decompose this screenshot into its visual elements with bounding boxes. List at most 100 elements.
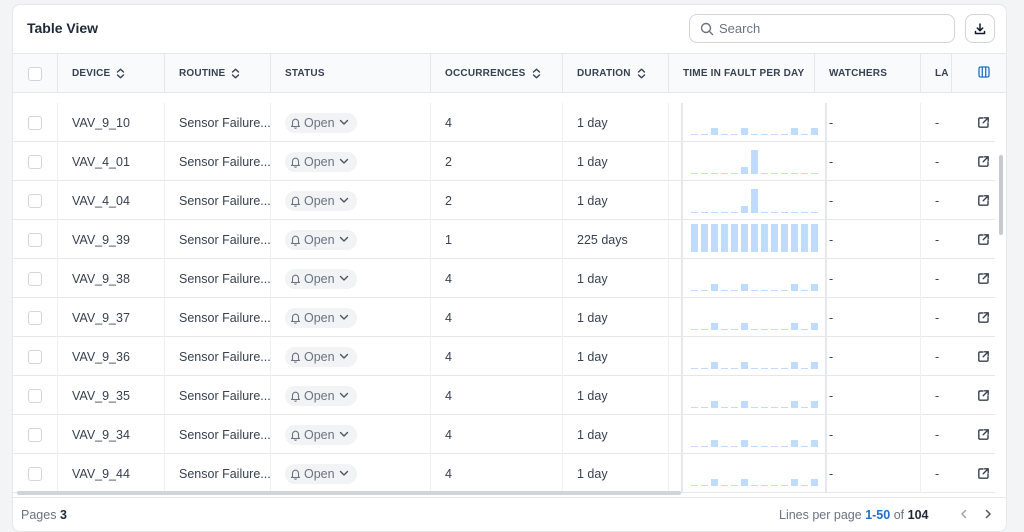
horizontal-scrollbar[interactable] [17,491,681,495]
row-checkbox[interactable] [28,154,42,169]
row-checkbox[interactable] [28,271,42,286]
status-dropdown[interactable]: Open [285,463,357,484]
device-name[interactable]: VAV_9_37 [72,310,130,325]
device-name[interactable]: VAV_9_10 [72,115,130,130]
watchers-value: - [829,310,834,325]
table-row[interactable]: VAV_4_01 Sensor Failure... Open 2 1 day … [13,142,995,181]
column-header-last[interactable]: LA [921,54,951,93]
device-name[interactable]: VAV_9_36 [72,349,130,364]
table-row[interactable]: VAV_4_04 Sensor Failure... Open 2 1 day … [13,181,995,220]
external-link-icon[interactable] [977,389,990,402]
sort-icon[interactable] [532,68,541,79]
device-cell: VAV_9_36 [58,337,165,376]
external-link-icon[interactable] [977,428,990,441]
device-name[interactable]: VAV_4_04 [72,193,130,208]
external-link-icon[interactable] [977,467,990,480]
external-link-icon[interactable] [977,155,990,168]
column-header-time-in-fault[interactable]: TIME IN FAULT PER DAY [669,54,815,93]
duration-cell: 1 day [563,415,669,454]
status-dropdown[interactable]: Open [285,385,357,406]
sort-icon[interactable] [637,68,646,79]
prev-page-button[interactable] [957,507,971,526]
sparkline-bar [771,224,778,252]
status-label: Open [304,154,335,169]
sparkline-bar [721,290,728,291]
table-row[interactable]: VAV_9_38 Sensor Failure... Open 4 1 day … [13,259,995,298]
sparkline-bar [771,212,778,213]
lines-range[interactable]: 1-50 [865,508,891,522]
page-title: Table View [27,20,99,36]
column-header-status[interactable]: STATUS [271,54,431,93]
lines-total: 104 [907,508,929,522]
row-checkbox[interactable] [28,193,42,208]
row-checkbox[interactable] [28,427,42,442]
column-header-device[interactable]: DEVICE [58,54,165,93]
duration-cell: 1 day [563,337,669,376]
column-header-occurrences[interactable]: OCCURRENCES [431,54,563,93]
vertical-scrollbar[interactable] [999,155,1003,235]
row-checkbox[interactable] [28,310,42,325]
table-row[interactable]: VAV_9_10 Sensor Failure... Open 4 1 day … [13,103,995,142]
device-name[interactable]: VAV_9_39 [72,232,130,247]
table-row[interactable]: VAV_9_34 Sensor Failure... Open 4 1 day … [13,415,995,454]
status-dropdown[interactable]: Open [285,346,357,367]
next-page-button[interactable] [981,507,995,526]
routine-cell: Sensor Failure... [165,415,271,454]
status-dropdown[interactable]: Open [285,151,357,172]
status-dropdown[interactable]: Open [285,112,357,133]
table-row[interactable]: VAV_9_37 Sensor Failure... Open 4 1 day … [13,298,995,337]
download-button[interactable] [965,14,995,43]
status-dropdown[interactable]: Open [285,424,357,445]
sparkline-chart [691,189,818,213]
external-link-icon[interactable] [977,233,990,246]
routine-cell: Sensor Failure... [165,298,271,337]
chevron-left-icon [961,509,967,519]
columns-icon[interactable] [978,66,990,81]
sparkline-chart [691,284,818,291]
sparkline-bar [811,401,818,408]
sparkline-bar [701,368,708,369]
sort-icon[interactable] [231,68,240,79]
status-cell: Open [271,454,431,493]
external-link-icon[interactable] [977,350,990,363]
sort-icon[interactable] [116,68,125,79]
external-link-icon[interactable] [977,194,990,207]
row-checkbox[interactable] [28,115,42,130]
fault-sparkline [681,103,827,142]
external-link-icon[interactable] [977,272,990,285]
row-checkbox[interactable] [28,349,42,364]
device-name[interactable]: VAV_4_01 [72,154,130,169]
column-header-watchers[interactable]: WATCHERS [815,54,921,93]
device-name[interactable]: VAV_9_35 [72,388,130,403]
external-link-icon[interactable] [977,311,990,324]
status-dropdown[interactable]: Open [285,229,357,250]
device-name[interactable]: VAV_9_38 [72,271,130,286]
row-checkbox[interactable] [28,466,42,481]
sparkline-bar [711,479,718,486]
row-checkbox[interactable] [28,388,42,403]
status-cell: Open [271,298,431,337]
watchers-cell: - [815,259,921,298]
row-checkbox[interactable] [28,232,42,247]
device-name[interactable]: VAV_9_34 [72,427,130,442]
sparkline-bar [731,485,738,486]
status-dropdown[interactable]: Open [285,190,357,211]
select-all-checkbox[interactable] [28,66,42,81]
status-dropdown[interactable]: Open [285,307,357,328]
pages-value: 3 [59,508,67,522]
device-name[interactable]: VAV_9_44 [72,466,130,481]
table-row[interactable]: VAV_9_39 Sensor Failure... Open 1 225 da… [13,220,995,259]
table-row[interactable]: VAV_9_44 Sensor Failure... Open 4 1 day … [13,454,995,493]
table-row[interactable]: VAV_9_36 Sensor Failure... Open 4 1 day … [13,337,995,376]
status-dropdown[interactable]: Open [285,268,357,289]
external-link-icon[interactable] [977,116,990,129]
status-cell: Open [271,220,431,259]
sparkline-bar [771,173,778,174]
search-input[interactable] [719,21,939,36]
column-header-routine[interactable]: ROUTINE [165,54,271,93]
search-box[interactable] [689,14,955,43]
sparkline-bar [751,150,758,174]
lines-per-page: Lines per page 1-50 of 104 [779,508,928,522]
table-row[interactable]: VAV_9_35 Sensor Failure... Open 4 1 day … [13,376,995,415]
column-header-duration[interactable]: DURATION [563,54,669,93]
